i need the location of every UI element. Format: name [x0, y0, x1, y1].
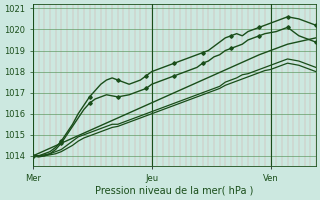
X-axis label: Pression niveau de la mer( hPa ): Pression niveau de la mer( hPa ): [95, 186, 253, 196]
